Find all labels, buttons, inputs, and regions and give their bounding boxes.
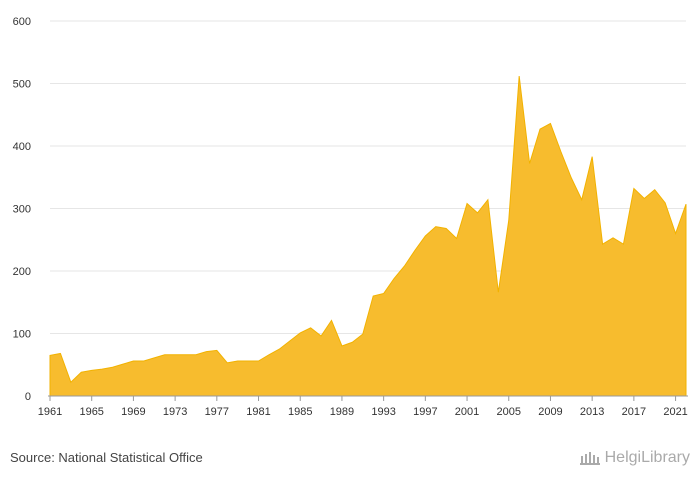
area-chart: 0 100 200 300 400 500 600 1961 1965 1969 1973 1977… — [13, 16, 688, 418]
x-tick-label: 1997 — [413, 406, 437, 418]
x-tick-label: 1993 — [371, 406, 395, 418]
y-tick-label: 300 — [13, 204, 31, 216]
y-tick-label: 500 — [13, 79, 31, 91]
x-tick-label: 2013 — [580, 406, 604, 418]
x-tick-label: 1981 — [246, 406, 270, 418]
x-tick-label: 1965 — [79, 406, 103, 418]
area-series — [49, 75, 687, 397]
x-tick-label: 2009 — [538, 406, 562, 418]
y-tick-label: 0 — [25, 391, 31, 403]
x-tick-label: 1977 — [205, 406, 229, 418]
y-tick-label: 200 — [13, 266, 31, 278]
x-tick-label: 2021 — [663, 406, 687, 418]
y-tick-label: 600 — [13, 16, 31, 28]
library-building-icon — [579, 452, 600, 465]
brand-name: HelgiLibrary — [604, 449, 690, 466]
x-tick-label: 1969 — [121, 406, 145, 418]
brand-logo: HelgiLibrary — [579, 449, 690, 467]
y-tick-label: 100 — [13, 329, 31, 341]
x-tick-label: 1989 — [330, 406, 354, 418]
x-axis: 1961 1965 1969 1973 1977 1981 1985 1989 1993 1997… — [38, 396, 688, 418]
y-axis: 0 100 200 300 400 500 600 — [13, 16, 31, 403]
x-tick-label: 1961 — [38, 406, 62, 418]
y-tick-label: 400 — [13, 141, 31, 153]
x-tick-label: 1985 — [288, 406, 312, 418]
x-tick-label: 2001 — [455, 406, 479, 418]
x-tick-label: 2005 — [497, 406, 521, 418]
source-note: Source: National Statistical Office — [10, 450, 203, 465]
x-tick-label: 2017 — [622, 406, 646, 418]
x-tick-label: 1973 — [163, 406, 187, 418]
